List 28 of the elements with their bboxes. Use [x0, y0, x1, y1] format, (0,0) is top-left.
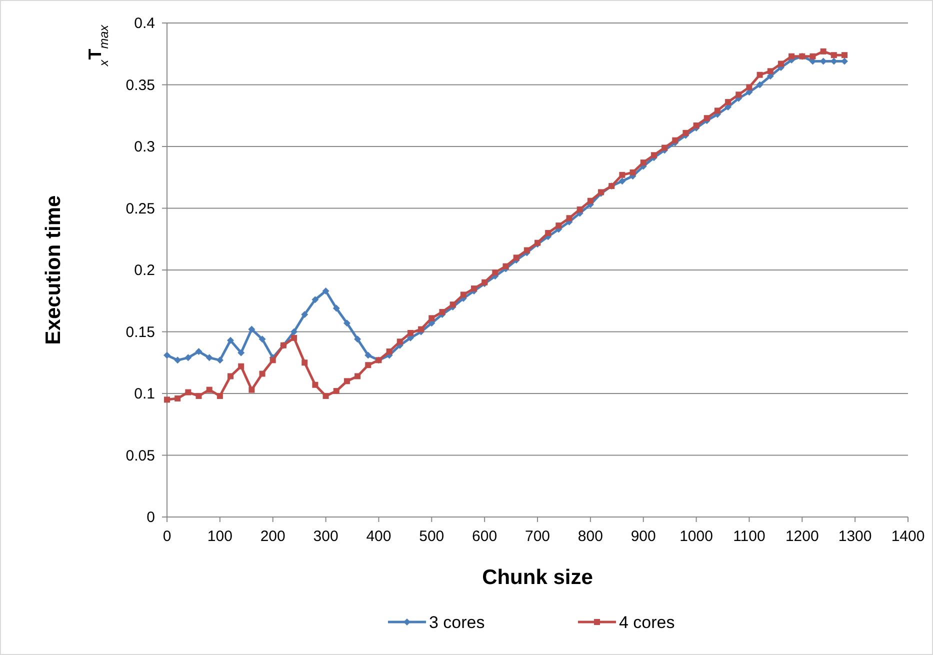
y-axis-title: Execution time — [42, 195, 65, 345]
x-tick-label: 1200 — [785, 528, 819, 545]
x-tick-label: 1000 — [680, 528, 713, 545]
x-tick-label: 1100 — [733, 528, 766, 545]
x-tick-label: 0 — [162, 528, 172, 545]
y-tick-label: 0.15 — [126, 324, 155, 341]
x-tick-label: 500 — [419, 528, 444, 545]
x-tick-label: 300 — [313, 528, 338, 545]
y-tick-label: 0.35 — [126, 76, 155, 94]
x-tick-label: 900 — [630, 528, 656, 545]
y-tick-label: 0 — [146, 509, 155, 526]
x-tick-label: 200 — [260, 528, 286, 545]
x-tick-label: 600 — [472, 528, 498, 545]
legend-label: 4 cores — [619, 613, 675, 632]
y-tick-label: 0.05 — [126, 447, 155, 464]
x-tick-label: 1300 — [838, 528, 872, 545]
y-tick-label: 0.2 — [134, 262, 155, 279]
y-tick-label: 0.25 — [126, 200, 155, 218]
x-tick-label: 100 — [207, 528, 232, 545]
y-tick-label: 0.3 — [134, 138, 155, 156]
x-axis-title: Chunk size — [482, 566, 593, 589]
x-tick-label: 800 — [578, 528, 603, 545]
legend-label: 3 cores — [429, 613, 485, 632]
x-tick-label: 400 — [366, 528, 392, 545]
x-tick-label: 1400 — [891, 528, 925, 545]
x-tick-label: 700 — [524, 528, 550, 545]
y-tick-label: 0.4 — [134, 15, 155, 32]
y-tick-label: 0.1 — [134, 386, 155, 402]
